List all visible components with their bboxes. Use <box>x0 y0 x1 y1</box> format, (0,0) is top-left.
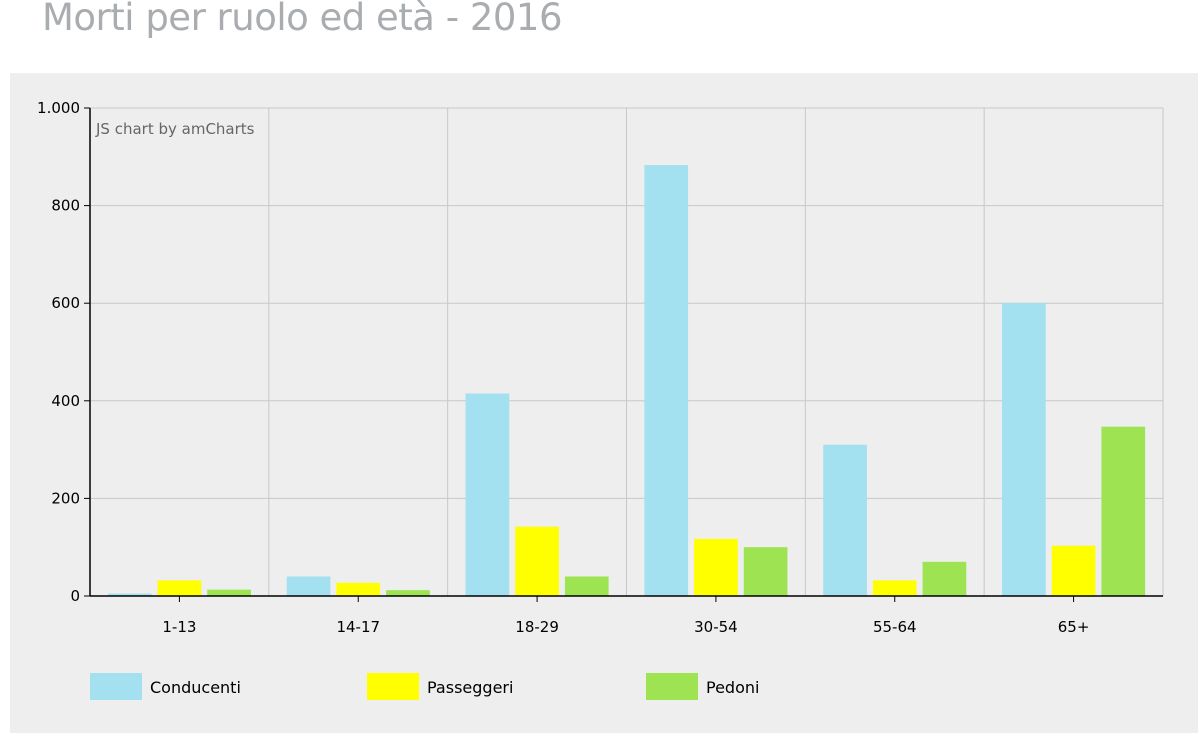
bar-conducenti-18-29[interactable] <box>465 393 510 596</box>
x-tick-label: 18-29 <box>515 618 559 636</box>
legend-item-passeggeri[interactable]: Passeggeri <box>367 673 513 700</box>
bar-passeggeri-14-17[interactable] <box>336 582 381 596</box>
bar-passeggeri-65+[interactable] <box>1051 545 1096 596</box>
grid-lines <box>90 107 1164 596</box>
bar-conducenti-30-54[interactable] <box>644 165 689 596</box>
bar-pedoni-30-54[interactable] <box>743 547 788 596</box>
y-tick-label: 0 <box>70 587 80 605</box>
chart-credit[interactable]: JS chart by amCharts <box>95 120 255 138</box>
legend-item-pedoni[interactable]: Pedoni <box>646 673 759 700</box>
bar-passeggeri-1-13[interactable] <box>157 580 202 596</box>
bar-pedoni-1-13[interactable] <box>207 589 251 596</box>
x-tick-label: 14-17 <box>336 618 380 636</box>
bar-conducenti-55-64[interactable] <box>823 444 867 596</box>
chart-panel: JS chart by amCharts 0 200 400 600 800 1.000 1… <box>10 73 1198 733</box>
bar-pedoni-18-29[interactable] <box>564 576 609 596</box>
legend: Conducenti Passeggeri Pedoni <box>90 673 759 700</box>
bar-conducenti-1-13[interactable] <box>107 593 152 596</box>
y-tick-label: 400 <box>51 392 80 410</box>
legend-label: Passeggeri <box>427 678 513 697</box>
y-tick-label: 200 <box>51 489 80 507</box>
bar-pedoni-65+[interactable] <box>1101 426 1146 596</box>
bar-conducenti-14-17[interactable] <box>286 576 331 596</box>
bars <box>107 165 1146 596</box>
y-tick-label: 1.000 <box>37 99 80 117</box>
bar-chart: JS chart by amCharts 0 200 400 600 800 1.000 1… <box>37 99 1164 700</box>
bar-passeggeri-18-29[interactable] <box>515 526 559 596</box>
x-tick-label: 1-13 <box>162 618 196 636</box>
bar-conducenti-65+[interactable] <box>1002 303 1046 596</box>
axes: 0 200 400 600 800 1.000 1-13 14-17 18-29 30-54 55-… <box>37 99 1163 636</box>
x-tick-label: 30-54 <box>694 618 738 636</box>
y-tick-label: 800 <box>51 197 80 215</box>
legend-swatch <box>646 673 698 700</box>
bar-passeggeri-30-54[interactable] <box>694 538 738 596</box>
legend-item-conducenti[interactable]: Conducenti <box>90 673 241 700</box>
x-tick-label: 55-64 <box>873 618 917 636</box>
bar-pedoni-14-17[interactable] <box>386 590 430 596</box>
legend-swatch <box>367 673 419 700</box>
x-tick-label: 65+ <box>1058 618 1090 636</box>
legend-label: Conducenti <box>150 678 241 697</box>
bar-pedoni-55-64[interactable] <box>922 561 967 596</box>
bar-passeggeri-55-64[interactable] <box>872 580 917 596</box>
legend-swatch <box>90 673 142 700</box>
y-tick-label: 600 <box>51 294 80 312</box>
page-title: Morti per ruolo ed età - 2016 <box>42 0 563 39</box>
legend-label: Pedoni <box>706 678 759 697</box>
